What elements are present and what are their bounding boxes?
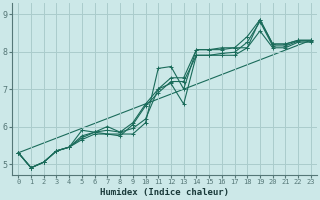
X-axis label: Humidex (Indice chaleur): Humidex (Indice chaleur) <box>100 188 229 197</box>
